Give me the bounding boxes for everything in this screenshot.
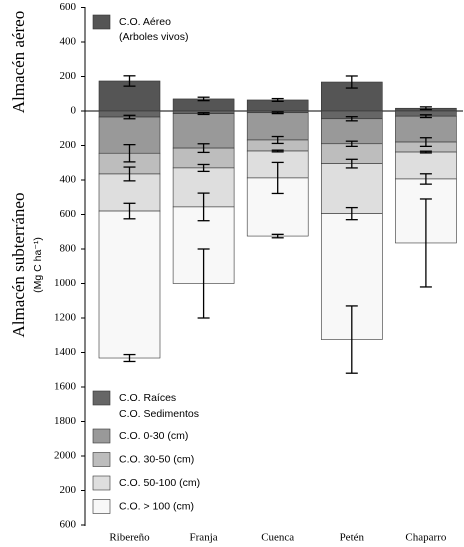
y-tick-label: 800 (60, 243, 77, 255)
error-bar (197, 163, 210, 173)
legend-label: C.O. 0-30 (cm) (119, 430, 188, 442)
x-tick-label: Chaparro (405, 532, 446, 544)
x-tick-label: Cuenca (261, 532, 294, 544)
legend-swatch (92, 452, 111, 467)
error-bar (419, 137, 432, 148)
y-tick-label: 1200 (54, 312, 77, 324)
legend-label: C.O. > 100 (cm) (119, 500, 194, 512)
y-tick-label: 200 (60, 484, 77, 496)
legend-note: (Arboles vivos) (119, 31, 188, 43)
legend-label: C.O. Aéreo (119, 16, 171, 28)
error-bar (123, 143, 136, 163)
error-bar (123, 114, 136, 120)
error-bar (271, 97, 284, 102)
error-bar (123, 202, 136, 220)
error-bar (419, 173, 432, 185)
y-tick-label: 600 (60, 1, 77, 13)
y-tick-label: 600 (60, 519, 77, 531)
legend-swatch (92, 14, 111, 30)
y-tick-label: 1400 (54, 346, 77, 358)
legend-label: C.O. 50-100 (cm) (119, 477, 200, 489)
legend-swatch (92, 475, 111, 491)
legend-group-label: C.O. Sedimentos (119, 408, 199, 420)
error-bar (271, 233, 284, 239)
error-bar (345, 305, 358, 374)
error-bar (345, 75, 358, 89)
error-bar (123, 166, 136, 182)
legend-label: C.O. 30-50 (cm) (119, 453, 194, 465)
x-tick-label: Ribereño (109, 532, 150, 544)
y-label-bottom: Almacén subterráneo (9, 193, 28, 338)
error-bar (123, 75, 136, 87)
error-bar (271, 135, 284, 145)
y-tick-label: 200 (60, 70, 77, 82)
error-bar (345, 206, 358, 221)
y-tick-label: 0 (71, 105, 77, 117)
error-bar (345, 158, 358, 169)
error-bar (419, 150, 432, 154)
y-label-top: Almacén aéreo (9, 11, 28, 113)
legend-label: C.O. Raíces (119, 392, 176, 404)
error-bar (345, 140, 358, 148)
error-bar (197, 112, 210, 116)
bar-segment (320, 163, 383, 214)
error-bar (419, 198, 432, 288)
bar-segment (98, 210, 161, 359)
error-bar (345, 116, 358, 122)
x-tick-label: Franja (190, 532, 218, 544)
legend-swatch (92, 428, 111, 444)
bar-segment (320, 118, 383, 145)
bar-segment (172, 113, 235, 149)
error-bar (419, 106, 432, 111)
bar-segment (246, 112, 309, 141)
error-bar (197, 143, 210, 154)
error-bar (271, 149, 284, 153)
y-tick-label: 200 (60, 139, 77, 151)
y-tick-label: 600 (60, 208, 77, 220)
error-bar (197, 248, 210, 319)
y-tick-label: 400 (60, 36, 77, 48)
error-bar (197, 96, 210, 102)
error-bar (271, 161, 284, 195)
error-bar (197, 192, 210, 222)
legend-swatch (92, 499, 111, 514)
error-bar (271, 111, 284, 115)
y-tick-label: 1600 (54, 381, 77, 393)
error-bar (419, 114, 432, 119)
y-tick-label: 1000 (54, 277, 77, 289)
y-tick-label: 400 (60, 174, 77, 186)
legend-swatch (92, 390, 111, 406)
y-unit: (Mg C ha⁻¹) (32, 237, 44, 293)
y-tick-label: 1800 (54, 415, 77, 427)
x-tick-label: Petén (340, 532, 365, 544)
error-bar (123, 353, 136, 363)
y-tick-label: 2000 (54, 450, 77, 462)
